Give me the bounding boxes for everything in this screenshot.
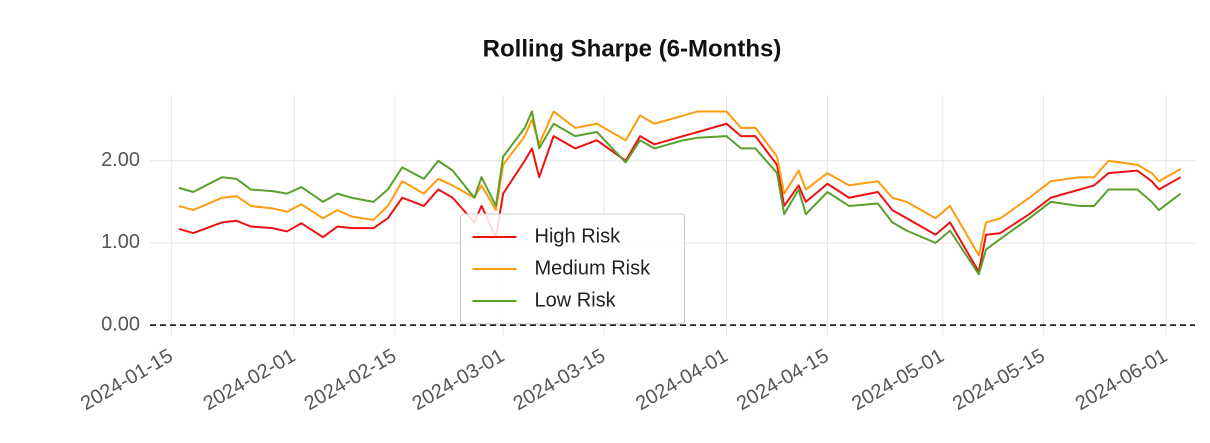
y-tick-label: 1.00 xyxy=(101,231,140,253)
legend-label: Low Risk xyxy=(535,289,617,311)
x-tick-label: 2024-02-15 xyxy=(301,345,401,415)
x-tick-label: 2024-04-15 xyxy=(733,345,833,415)
legend-label: Medium Risk xyxy=(535,257,652,279)
x-tick-label: 2024-03-15 xyxy=(510,345,610,415)
legend: High Risk Medium Risk Low Risk xyxy=(460,213,685,325)
y-tick-label: 0.00 xyxy=(101,313,140,335)
line-series xyxy=(178,110,1182,276)
legend-label: High Risk xyxy=(535,225,622,247)
x-tick-label: 2024-06-01 xyxy=(1072,345,1172,415)
line-series xyxy=(178,110,1182,257)
x-tick-label: 2024-03-01 xyxy=(409,345,509,415)
x-tick-label: 2024-01-15 xyxy=(77,345,177,415)
x-tick-label: 2024-05-01 xyxy=(848,345,948,415)
legend-box xyxy=(460,213,685,325)
x-tick-label: 2024-04-01 xyxy=(632,345,732,415)
x-tick-label: 2024-05-15 xyxy=(949,345,1049,415)
line-series xyxy=(178,122,1182,273)
chart-title: Rolling Sharpe (6-Months) xyxy=(483,35,782,62)
x-tick-label: 2024-02-01 xyxy=(200,345,300,415)
y-tick-label: 2.00 xyxy=(101,149,140,171)
